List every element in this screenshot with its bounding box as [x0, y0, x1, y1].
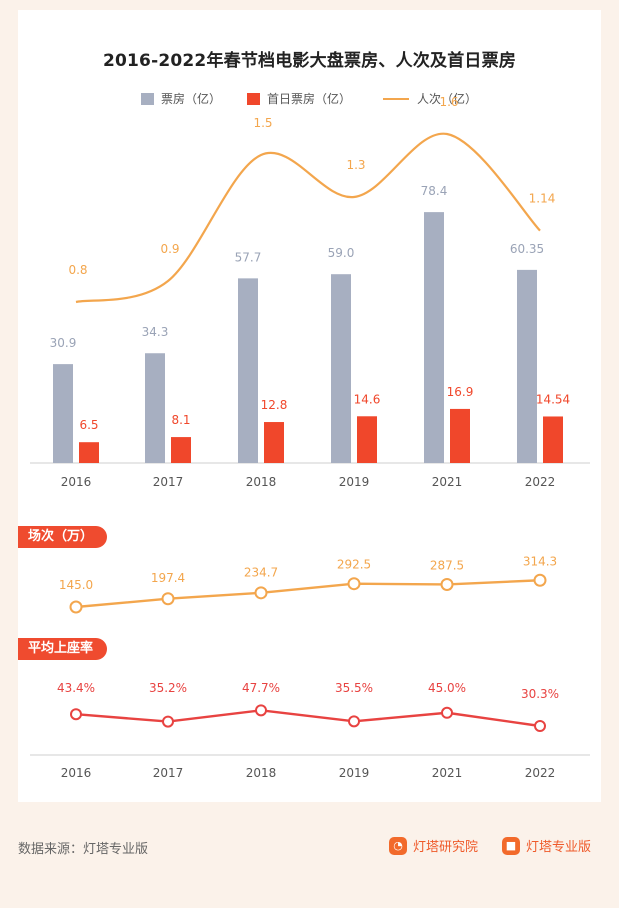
bar-first-day — [79, 442, 99, 463]
label-occupancy: 35.2% — [149, 681, 187, 695]
screenings-chart: 145.0 197.4 234.7 292.5 287.5 314.3 — [59, 555, 557, 614]
label-screenings: 234.7 — [244, 566, 278, 580]
label-screenings: 145.0 — [59, 578, 93, 592]
label-admissions: 0.9 — [160, 242, 179, 256]
bar-first-day — [357, 416, 377, 463]
bar-first-day — [171, 437, 191, 463]
label-first-day: 12.8 — [261, 398, 288, 412]
bar-first-day — [543, 416, 563, 463]
x-tick-label: 2016 — [61, 475, 92, 489]
section-label-screenings: 场次（万） — [18, 526, 108, 548]
occupancy-point — [162, 715, 174, 728]
label-admissions: 0.8 — [68, 263, 87, 277]
label-first-day: 14.6 — [354, 392, 381, 406]
label-admissions: 1.3 — [346, 158, 365, 172]
research-logo-icon: ◔ — [389, 836, 407, 855]
bar-box-office — [424, 212, 444, 463]
label-admissions: 1.14 — [529, 192, 556, 206]
occupancy-point — [70, 708, 82, 721]
legend: 票房（亿） 首日票房（亿） 人次（亿） — [0, 90, 619, 110]
label-admissions: 1.6 — [439, 95, 458, 109]
bar-box-office — [145, 353, 165, 463]
occupancy-line — [75, 709, 541, 728]
screenings-point — [440, 577, 454, 591]
brand-research: ◔ 灯塔研究院 — [389, 836, 478, 855]
x-tick-label-bottom: 2017 — [153, 766, 184, 780]
label-box-office: 34.3 — [142, 325, 169, 339]
occupancy-chart: 43.4% 35.2% 47.7% 35.5% 45.0% 30.3% 2016 2017 20… — [30, 681, 590, 780]
label-first-day: 16.9 — [447, 385, 474, 399]
legend-label-box-office: 票房（亿） — [161, 92, 222, 106]
label-box-office: 78.4 — [421, 184, 448, 198]
label-occupancy: 43.4% — [57, 681, 95, 695]
legend-item-admissions: 人次（亿） — [383, 90, 477, 107]
label-first-day: 14.54 — [536, 392, 570, 406]
label-first-day: 8.1 — [171, 413, 190, 427]
x-tick-label-bottom: 2022 — [525, 766, 556, 780]
x-tick-label-bottom: 2016 — [61, 766, 92, 780]
legend-item-box-office: 票房（亿） — [141, 90, 221, 107]
legend-label-admissions: 人次（亿） — [417, 92, 478, 106]
label-occupancy: 45.0% — [428, 681, 466, 695]
legend-swatch-admissions — [383, 97, 409, 100]
brand-research-label: 灯塔研究院 — [413, 840, 479, 855]
label-admissions: 1.5 — [253, 116, 272, 130]
label-box-office: 59.0 — [328, 246, 355, 260]
label-box-office: 60.35 — [510, 242, 544, 256]
x-tick-label-bottom: 2018 — [246, 766, 277, 780]
main-chart: 30.9 6.5 2016 34.3 8.1 2017 57.7 12.8 2018 59.0 14… — [30, 95, 590, 489]
x-tick-label: 2022 — [525, 475, 556, 489]
bar-box-office — [53, 364, 73, 463]
bar-box-office — [331, 274, 351, 463]
brand-pro: ■ 灯塔专业版 — [502, 836, 591, 855]
x-tick-label-bottom: 2021 — [432, 766, 463, 780]
label-screenings: 197.4 — [151, 571, 185, 585]
occupancy-point — [348, 715, 360, 728]
x-tick-label: 2019 — [339, 475, 370, 489]
data-source: 数据来源：灯塔专业版 — [18, 842, 149, 857]
x-tick-label: 2021 — [432, 475, 463, 489]
bar-box-office — [238, 278, 258, 463]
label-occupancy: 47.7% — [242, 681, 280, 695]
legend-item-first-day: 首日票房（亿） — [247, 90, 351, 107]
x-tick-label: 2018 — [246, 475, 277, 489]
x-tick-label: 2017 — [153, 475, 184, 489]
label-box-office: 57.7 — [235, 250, 262, 264]
bar-first-day — [264, 422, 284, 463]
label-screenings: 314.3 — [523, 555, 557, 569]
screenings-point — [254, 586, 268, 600]
label-box-office: 30.9 — [50, 336, 77, 350]
occupancy-point — [255, 704, 267, 717]
chart-title: 2016-2022年春节档电影大盘票房、人次及首日票房 — [102, 51, 517, 71]
legend-swatch-box-office — [141, 92, 154, 105]
label-first-day: 6.5 — [79, 418, 98, 432]
x-tick-label-bottom: 2019 — [339, 766, 370, 780]
admissions-line — [75, 132, 541, 304]
screenings-point — [533, 573, 547, 587]
screenings-point — [347, 577, 361, 591]
legend-swatch-first-day — [247, 92, 260, 105]
chart-card — [18, 10, 601, 802]
occupancy-point — [534, 720, 546, 732]
label-screenings: 287.5 — [430, 558, 464, 572]
label-occupancy: 30.3% — [521, 687, 559, 701]
screenings-point — [161, 592, 175, 606]
label-screenings: 292.5 — [337, 558, 371, 572]
label-occupancy: 35.5% — [335, 681, 373, 695]
pro-logo-icon: ■ — [502, 836, 520, 855]
occupancy-point — [441, 706, 453, 719]
section-label-occupancy: 平均上座率 — [18, 638, 108, 660]
brand-pro-label: 灯塔专业版 — [526, 840, 592, 855]
legend-label-first-day: 首日票房（亿） — [267, 92, 352, 106]
screenings-line — [75, 579, 541, 609]
bar-box-office — [517, 269, 537, 463]
bar-first-day — [450, 408, 470, 463]
screenings-point — [69, 600, 83, 614]
